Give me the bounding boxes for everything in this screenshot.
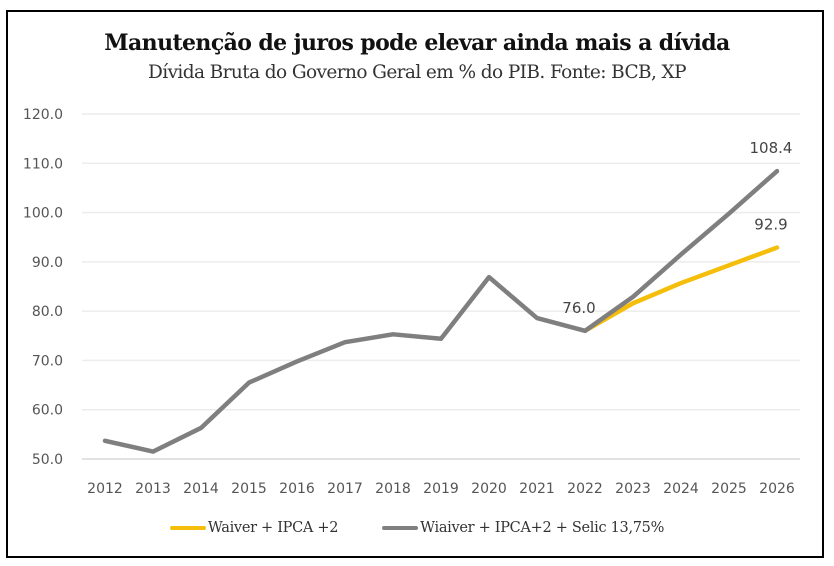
x-tick-label: 2017 <box>327 481 363 497</box>
x-tick-label: 2013 <box>135 481 171 497</box>
series-line-0 <box>582 245 780 334</box>
x-tick-label: 2012 <box>87 481 123 497</box>
x-tick-label: 2022 <box>567 481 603 497</box>
x-tick-label: 2014 <box>183 481 219 497</box>
legend-item-selic[interactable]: Wiaiver + IPCA+2 + Selic 13,75% <box>382 520 664 536</box>
x-axis-ticks: 2012 2013 2014 2015 2016 2017 2018 2019 2020 2021… <box>87 481 795 497</box>
y-axis-ticks: 50.0 60.0 70.0 80.0 90.0 100.0 110.0 120.0 <box>23 107 63 468</box>
x-tick-label: 2016 <box>279 481 315 497</box>
legend-swatch-gray <box>382 526 419 530</box>
data-labels: 92.9 76.0 108.4 <box>562 139 792 317</box>
x-tick-label: 2021 <box>519 481 555 497</box>
x-tick-label: 2015 <box>231 481 267 497</box>
legend-swatch-yellow <box>169 526 206 530</box>
chart-frame <box>6 10 824 558</box>
chart-subtitle: Dívida Bruta do Governo Geral em % do PI… <box>148 62 687 83</box>
y-tick-label: 110.0 <box>23 156 63 172</box>
gridlines <box>82 113 800 460</box>
y-tick-label: 90.0 <box>32 255 63 271</box>
data-label: 108.4 <box>750 139 793 157</box>
legend-label: Wiaiver + IPCA+2 + Selic 13,75% <box>420 520 665 536</box>
legend-label: Waiver + IPCA +2 <box>207 520 339 536</box>
y-tick-label: 80.0 <box>32 304 63 320</box>
x-tick-label: 2023 <box>615 481 651 497</box>
x-tick-label: 2019 <box>423 481 459 497</box>
series-lines <box>102 168 780 454</box>
y-tick-label: 70.0 <box>32 353 63 369</box>
data-label: 76.0 <box>562 299 595 317</box>
x-tick-label: 2026 <box>759 481 795 497</box>
x-tick-label: 2025 <box>711 481 747 497</box>
y-tick-label: 60.0 <box>32 403 63 419</box>
y-tick-label: 120.0 <box>23 107 63 123</box>
x-tick-label: 2020 <box>471 481 507 497</box>
data-label: 92.9 <box>754 216 787 234</box>
x-tick-label: 2018 <box>375 481 411 497</box>
legend: Waiver + IPCA +2 Wiaiver + IPCA+2 + Seli… <box>0 520 834 536</box>
x-tick-label: 2024 <box>663 481 699 497</box>
chart-title: Manutenção de juros pode elevar ainda ma… <box>104 30 730 56</box>
y-tick-label: 100.0 <box>23 206 63 222</box>
y-tick-label: 50.0 <box>32 452 63 468</box>
legend-item-waiver[interactable]: Waiver + IPCA +2 <box>169 520 339 536</box>
